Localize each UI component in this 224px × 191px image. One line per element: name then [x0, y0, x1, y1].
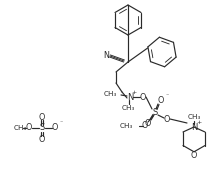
Text: CH₃: CH₃	[120, 123, 133, 129]
Text: ⁻: ⁻	[165, 95, 169, 100]
Text: O: O	[142, 121, 148, 129]
Text: O: O	[52, 124, 58, 133]
Text: O: O	[191, 151, 197, 160]
Text: ⁻: ⁻	[59, 121, 63, 126]
Text: +: +	[196, 120, 201, 125]
Text: N: N	[103, 51, 110, 60]
Text: +: +	[131, 90, 137, 95]
Text: CH₃: CH₃	[104, 91, 117, 97]
Text: O: O	[145, 118, 151, 128]
Text: N: N	[191, 122, 197, 131]
Text: S: S	[152, 108, 158, 117]
Text: CH₃: CH₃	[13, 125, 27, 131]
Text: O: O	[164, 114, 170, 124]
Text: CH₃: CH₃	[121, 105, 135, 111]
Text: O: O	[26, 124, 32, 133]
Text: N: N	[127, 92, 133, 101]
Text: S: S	[39, 124, 45, 133]
Text: O: O	[39, 134, 45, 143]
Text: CH₃: CH₃	[187, 114, 201, 120]
Text: O: O	[39, 112, 45, 121]
Text: O: O	[140, 92, 146, 101]
Text: O: O	[158, 96, 164, 104]
